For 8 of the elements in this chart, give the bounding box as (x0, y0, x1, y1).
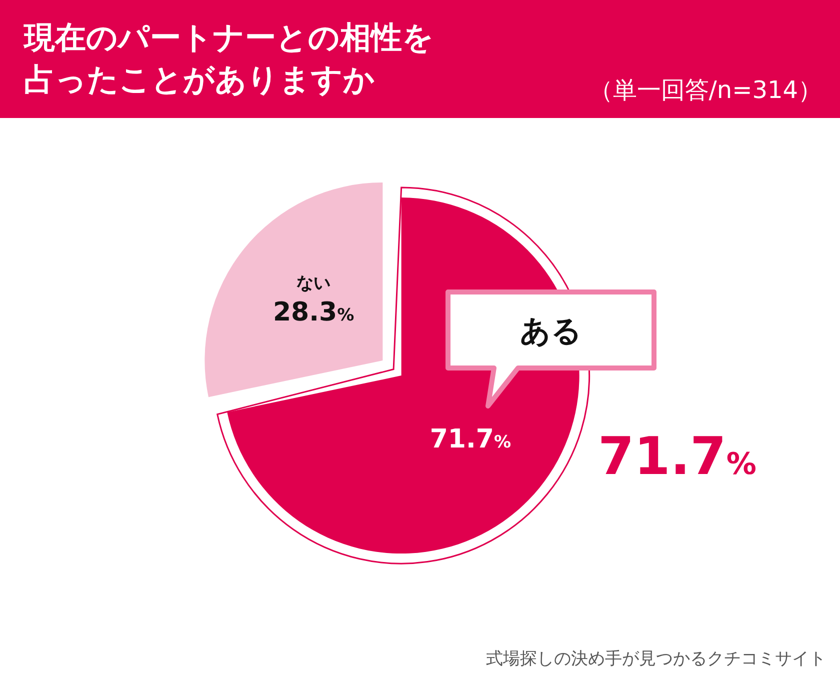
text: 71.7% (598, 427, 756, 487)
chart-title: 現在のパートナーとの相性を占ったことがありますか (23, 20, 434, 98)
slice-label: ある (520, 314, 582, 349)
slice-label: ない (296, 273, 331, 294)
text: （単一回答/n=314） (588, 76, 822, 104)
data-label: 71.7% (430, 424, 512, 455)
text: 式場探しの決め手が見つかるクチコミサイト (486, 649, 826, 669)
data-label: 28.3% (272, 297, 354, 328)
